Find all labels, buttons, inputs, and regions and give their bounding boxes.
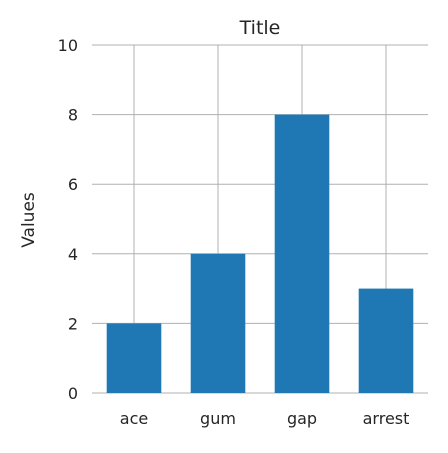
x-tick-label: ace bbox=[120, 409, 148, 428]
bar-arrest bbox=[358, 288, 414, 393]
y-tick-label: 0 bbox=[68, 384, 78, 403]
y-tick-label: 8 bbox=[68, 106, 78, 125]
chart-title: Title bbox=[239, 17, 281, 39]
bar-ace bbox=[106, 323, 162, 393]
y-axis-label: Values bbox=[19, 192, 39, 248]
tick-labels: 0 2 4 6 8 10 ace gum gap arrest bbox=[58, 36, 410, 428]
y-tick-label: 6 bbox=[68, 175, 78, 194]
y-tick-label: 2 bbox=[68, 314, 78, 333]
x-tick-label: gum bbox=[200, 409, 236, 428]
y-tick-label: 4 bbox=[68, 245, 78, 264]
bar-gum bbox=[190, 253, 246, 393]
y-tick-label: 10 bbox=[58, 36, 78, 55]
bars bbox=[106, 114, 414, 393]
bar-gap bbox=[274, 114, 330, 393]
x-tick-label: arrest bbox=[363, 409, 410, 428]
x-tick-label: gap bbox=[287, 409, 317, 428]
